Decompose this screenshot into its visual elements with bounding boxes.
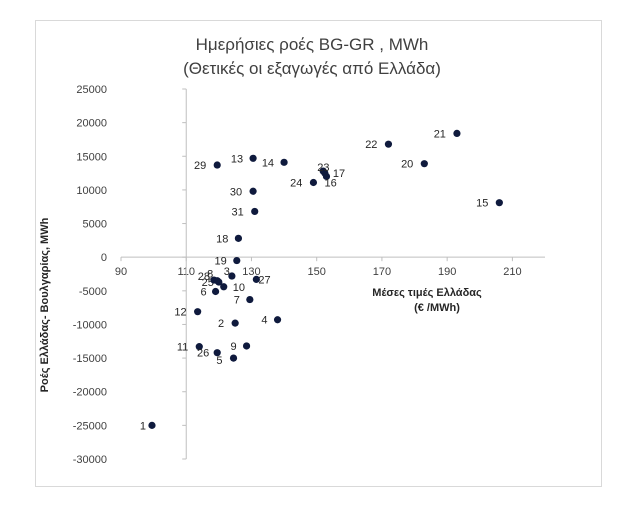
data-point <box>228 272 236 280</box>
data-point <box>453 129 461 137</box>
data-point <box>213 161 221 169</box>
data-point-label: 15 <box>476 198 488 210</box>
data-point-label: 27 <box>258 274 270 286</box>
x-axis-label-line2: (€ /MWh) <box>414 302 460 314</box>
y-tick-label: -25000 <box>73 420 107 432</box>
x-tick-label: 170 <box>373 266 391 278</box>
data-point-label: 10 <box>233 282 245 294</box>
data-point-label: 20 <box>401 159 413 171</box>
x-axis: 90 110 130 150 170 190 210 <box>115 256 545 278</box>
data-point-label: 28 <box>198 271 210 283</box>
data-point-label: 3 <box>224 266 230 278</box>
data-point-label: 26 <box>197 348 209 360</box>
data-point-label: 21 <box>434 128 446 140</box>
y-tick-label: -5000 <box>79 286 107 298</box>
x-axis-label-line1: Μέσες τιμές Ελλάδας <box>372 287 482 299</box>
data-point-label: 29 <box>194 160 206 172</box>
data-point-label: 16 <box>324 177 336 189</box>
data-point-label: 6 <box>200 286 206 298</box>
data-point-label: 23 <box>317 162 329 174</box>
y-axis-ticks: 25000 20000 15000 10000 5000 0 -5000 -10000 -150… <box>73 84 107 466</box>
data-point-label: 14 <box>262 157 274 169</box>
y-tick-label: 10000 <box>76 185 107 197</box>
data-point <box>231 319 239 327</box>
y-tick-label: -10000 <box>73 319 107 331</box>
data-point-label: 1 <box>140 420 146 432</box>
data-point <box>233 256 241 265</box>
data-point <box>194 308 202 316</box>
x-tick-label: 190 <box>438 266 456 278</box>
chart-title: Ημερήσιες ροές BG-GR , MWh <box>196 35 429 54</box>
data-point-label: 13 <box>231 153 243 165</box>
data-point-label: 19 <box>215 256 227 268</box>
y-tick-label: 25000 <box>76 84 107 96</box>
x-tick-label: 90 <box>115 266 127 278</box>
data-point <box>249 187 257 195</box>
data-point-label: 30 <box>230 186 242 198</box>
data-point <box>229 354 238 362</box>
x-tick-label: 210 <box>503 266 521 278</box>
data-point <box>195 343 203 351</box>
data-point <box>148 421 156 429</box>
data-point <box>246 295 254 304</box>
data-point-label: 7 <box>234 295 240 307</box>
chart-subtitle: (Θετικές οι εξαγωγές από Ελλάδα) <box>183 59 441 78</box>
data-point <box>249 154 257 162</box>
y-tick-label: 5000 <box>83 219 107 231</box>
data-point-label: 22 <box>365 139 377 151</box>
data-point-label: 17 <box>333 168 345 180</box>
data-point-label: 9 <box>230 341 236 353</box>
data-point <box>495 199 503 207</box>
data-point <box>211 287 220 296</box>
data-point <box>384 140 393 148</box>
y-axis <box>182 88 187 460</box>
chart-frame <box>35 20 602 487</box>
data-point-label: 18 <box>216 233 228 245</box>
data-point <box>420 160 428 168</box>
data-point <box>213 349 221 357</box>
data-point <box>280 158 288 166</box>
data-point-label: 11 <box>177 342 188 354</box>
y-tick-label: 0 <box>101 252 107 264</box>
data-point-label: 31 <box>231 206 243 218</box>
data-point <box>210 276 218 284</box>
data-point <box>319 167 327 175</box>
y-tick-label: -30000 <box>73 454 107 466</box>
y-tick-label: 15000 <box>76 151 107 163</box>
data-point <box>252 275 260 283</box>
data-point <box>273 316 282 324</box>
data-point-label: 12 <box>174 307 186 319</box>
x-tick-label: 130 <box>242 266 260 278</box>
data-point-label: 2 <box>218 318 224 330</box>
y-axis-label: Ροές Ελλάδας- Βουλγαρίας, MWh <box>39 217 51 392</box>
data-point <box>220 283 228 291</box>
data-point <box>234 234 243 242</box>
x-tick-label: 150 <box>308 266 326 278</box>
data-point <box>309 178 318 187</box>
data-point-label: 8 <box>207 269 213 281</box>
y-tick-label: -15000 <box>73 353 107 365</box>
data-point-label: 24 <box>290 178 302 190</box>
data-point-label: 4 <box>261 315 267 327</box>
data-point-label: 5 <box>216 355 222 367</box>
data-point <box>242 342 251 350</box>
y-tick-label: 20000 <box>76 118 107 130</box>
data-point <box>251 207 259 216</box>
y-tick-label: -20000 <box>73 387 107 399</box>
